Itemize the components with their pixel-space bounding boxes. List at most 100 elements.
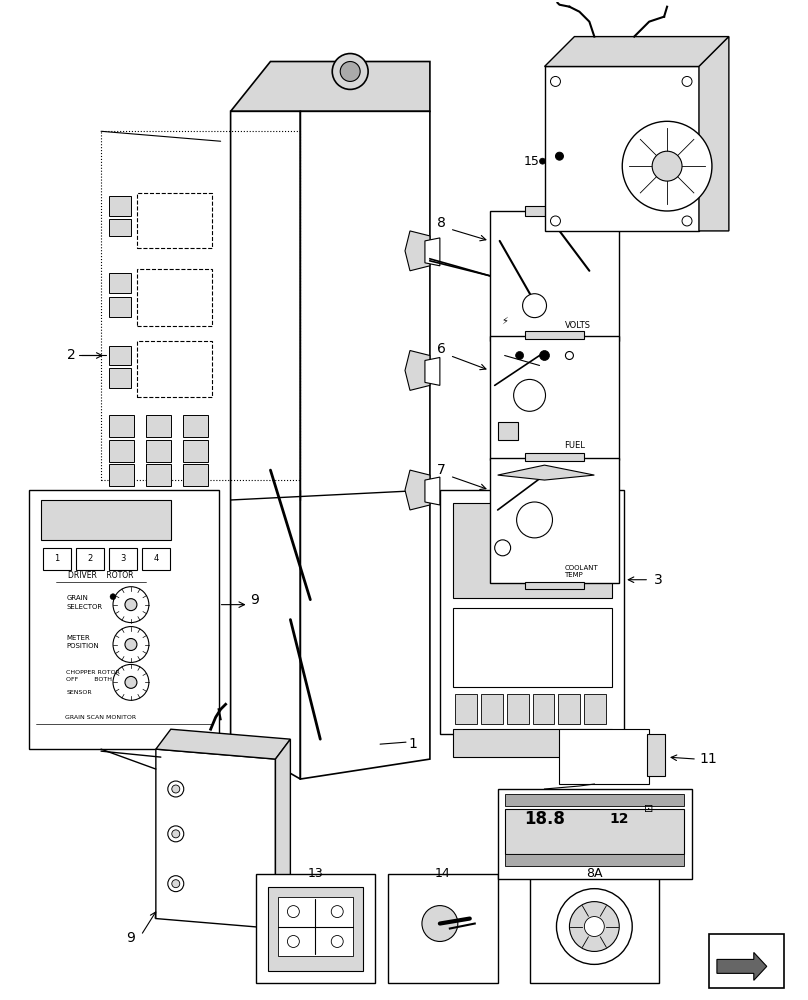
Bar — [481, 694, 503, 724]
Bar — [41, 500, 170, 540]
Bar — [109, 219, 131, 236]
Text: ⚡: ⚡ — [501, 316, 508, 326]
Circle shape — [168, 781, 183, 797]
Bar — [440, 490, 625, 734]
Circle shape — [540, 351, 549, 360]
Bar — [109, 368, 131, 388]
Circle shape — [652, 151, 682, 181]
Bar — [490, 336, 619, 460]
Circle shape — [125, 599, 137, 611]
Bar — [109, 415, 134, 437]
Circle shape — [422, 906, 458, 941]
Bar — [559, 729, 649, 784]
Polygon shape — [498, 465, 595, 480]
Bar — [137, 193, 212, 248]
Circle shape — [540, 158, 545, 164]
Bar — [452, 608, 612, 687]
Text: DRIVER    ROTOR: DRIVER ROTOR — [69, 571, 134, 580]
Bar — [455, 694, 477, 724]
Text: 8A: 8A — [586, 867, 603, 880]
Polygon shape — [301, 111, 430, 779]
Circle shape — [570, 902, 619, 951]
Polygon shape — [405, 470, 430, 510]
Circle shape — [288, 906, 299, 918]
Polygon shape — [405, 231, 430, 271]
Bar — [109, 346, 131, 365]
Bar — [709, 934, 784, 988]
Text: ⊡: ⊡ — [645, 804, 654, 814]
Circle shape — [172, 830, 179, 838]
Bar — [524, 453, 584, 461]
Bar — [101, 131, 301, 480]
Text: 15: 15 — [524, 155, 540, 168]
Circle shape — [584, 917, 604, 936]
Bar — [109, 440, 134, 462]
Text: 1: 1 — [55, 554, 60, 563]
Circle shape — [172, 785, 179, 793]
Polygon shape — [276, 739, 290, 929]
Polygon shape — [230, 111, 301, 779]
Bar — [146, 464, 170, 486]
Circle shape — [331, 906, 343, 918]
Bar — [524, 331, 584, 339]
Circle shape — [682, 76, 692, 86]
Bar — [109, 196, 131, 216]
Bar — [558, 694, 580, 724]
Bar — [76, 548, 104, 570]
Bar — [142, 548, 170, 570]
Bar — [524, 460, 584, 467]
Bar — [524, 341, 584, 349]
Circle shape — [125, 676, 137, 688]
Circle shape — [514, 379, 545, 411]
Text: 9: 9 — [250, 593, 259, 607]
Text: 12: 12 — [609, 812, 629, 826]
Bar — [505, 809, 684, 854]
Circle shape — [125, 639, 137, 650]
Circle shape — [113, 587, 149, 623]
Bar — [505, 794, 684, 806]
Polygon shape — [425, 357, 440, 385]
Circle shape — [682, 216, 692, 226]
Circle shape — [555, 152, 563, 160]
Circle shape — [172, 880, 179, 888]
Bar — [490, 211, 619, 341]
Bar — [545, 66, 699, 231]
Circle shape — [550, 216, 561, 226]
Text: 9: 9 — [127, 931, 136, 945]
Circle shape — [168, 826, 183, 842]
Bar — [532, 694, 554, 724]
Circle shape — [557, 889, 632, 964]
Circle shape — [523, 294, 546, 318]
Text: 2: 2 — [67, 348, 76, 362]
Text: 13: 13 — [307, 867, 323, 880]
Text: 14: 14 — [435, 867, 451, 880]
Bar — [452, 729, 612, 757]
Bar — [524, 206, 584, 216]
Polygon shape — [545, 37, 729, 66]
Text: 18.8: 18.8 — [524, 810, 565, 828]
Circle shape — [516, 352, 524, 359]
Bar — [388, 874, 498, 983]
Text: 4: 4 — [154, 554, 158, 563]
Polygon shape — [156, 749, 276, 929]
Bar — [498, 422, 518, 440]
Text: COOLANT: COOLANT — [565, 565, 598, 571]
Polygon shape — [156, 729, 290, 759]
Text: 3: 3 — [654, 573, 663, 587]
Text: GRAIN SCAN MONITOR: GRAIN SCAN MONITOR — [65, 715, 137, 720]
Bar — [109, 297, 131, 317]
Text: FUEL: FUEL — [565, 441, 585, 450]
Circle shape — [113, 627, 149, 662]
Circle shape — [566, 352, 574, 359]
Polygon shape — [425, 477, 440, 505]
Bar — [146, 440, 170, 462]
Circle shape — [332, 54, 368, 89]
Bar — [29, 490, 219, 749]
Circle shape — [113, 664, 149, 700]
Text: TEMP: TEMP — [565, 572, 583, 578]
Polygon shape — [699, 37, 729, 231]
Bar — [507, 694, 528, 724]
Text: 3: 3 — [120, 554, 126, 563]
Circle shape — [168, 876, 183, 892]
Bar — [146, 415, 170, 437]
